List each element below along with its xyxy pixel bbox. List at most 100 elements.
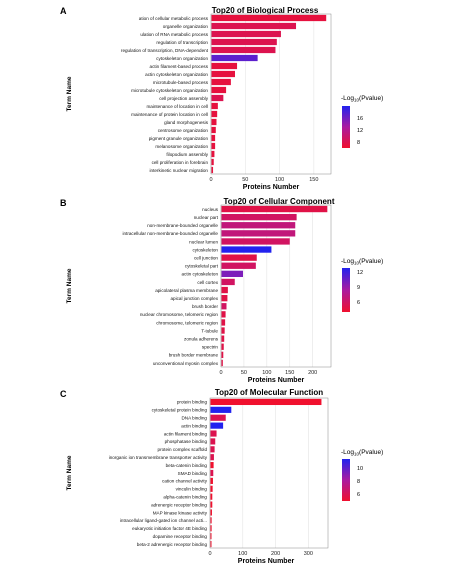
bar [221, 238, 290, 245]
panel-a-bars [211, 14, 327, 174]
panel-b-x-axis-label: Proteins Number [248, 377, 305, 384]
category-label: protein complex scaffold [158, 447, 208, 452]
bar [221, 359, 223, 367]
bar [211, 86, 227, 94]
category-label: actin filament binding [164, 431, 208, 436]
category-label: filopodium assembly [166, 152, 208, 157]
bar [210, 477, 213, 484]
bar [211, 62, 238, 70]
category-label: inorganic ion transmembrane transporter … [109, 455, 208, 460]
bar [211, 118, 217, 126]
category-label: nuclear lumen [189, 239, 218, 244]
panel-c-legend-title: -Log10(Pvalue) [341, 449, 383, 457]
category-label: SMAD binding [178, 471, 208, 476]
panel-b-category-labels: nucleus nuclear part non-membrane-bounded … [122, 207, 218, 366]
panel-a-grid [210, 14, 315, 174]
bar [211, 46, 276, 54]
panel-b-title: Top20 of Cellular Component [224, 197, 335, 206]
category-label: intracellular ligand-gated ion channel a… [120, 518, 207, 523]
bar [210, 533, 212, 540]
category-label: alpha-catenin binding [163, 494, 207, 499]
category-label: adrenergic receptor binding [151, 502, 207, 507]
bar [211, 158, 214, 166]
panel-c-legend-tick: 8 [357, 479, 360, 485]
category-label: microtubule-based process [153, 80, 209, 85]
category-label: nuclear chromosome, telomeric region [140, 312, 219, 317]
panel-a-x-ticks: 0 50 100 150 [209, 177, 318, 183]
bar [221, 286, 228, 294]
bar [210, 485, 213, 492]
category-label: regulation of transcription, DNA-depende… [121, 48, 209, 53]
panel-b-legend: -Log10(Pvalue) 12 9 6 [341, 258, 383, 312]
category-label: non-membrane-bounded organelle [147, 223, 218, 228]
bar [211, 142, 216, 150]
panel-a-legend-tick: 12 [357, 128, 363, 134]
bar [211, 94, 224, 102]
category-label: cytoskeleton [192, 247, 218, 252]
panel-b-grid [220, 205, 313, 367]
bar [210, 430, 217, 437]
bar [210, 446, 215, 453]
category-label: actin filament-based process [150, 64, 209, 69]
category-label: maintenance of location in cell [146, 104, 208, 109]
bar [221, 327, 225, 334]
category-label: cytoskeletal protein binding [152, 408, 208, 413]
category-label: MAP kinase kinase activity [153, 510, 208, 515]
panel-b-legend-tick: 9 [357, 285, 360, 291]
bar [221, 246, 272, 253]
bar [211, 134, 216, 142]
bar [211, 150, 215, 158]
category-label: cell cortex [197, 280, 218, 285]
panel-a-category-labels: ation of cellular metabolic process organ… [121, 16, 209, 173]
x-tick-label: 0 [208, 551, 211, 557]
bar [221, 262, 256, 269]
bar [210, 469, 214, 477]
bar [211, 110, 218, 118]
bar [210, 406, 232, 413]
panel-a-y-axis-label: Term Name [66, 76, 73, 111]
category-label: centrosome organization [158, 128, 209, 133]
category-label: chromosome, telomeric region [156, 320, 218, 325]
category-label: brush border [192, 304, 219, 309]
bar [211, 70, 235, 78]
bar [210, 422, 224, 429]
bar [211, 102, 218, 110]
panel-a-legend-title: -Log10(Pvalue) [341, 95, 383, 103]
bar [211, 54, 258, 62]
bar [221, 278, 235, 286]
category-label: eukaryotic initiation factor 4E binding [132, 526, 207, 531]
category-label: gland morphogenesis [164, 120, 209, 125]
panel-c-bars [210, 398, 322, 548]
category-label: dopamine receptor binding [153, 534, 208, 539]
category-label: brush border membrane [169, 353, 219, 358]
bar [210, 540, 212, 548]
category-label: intracellular non-membrane-bounded organ… [122, 231, 218, 236]
bar [210, 438, 216, 445]
bar [211, 166, 214, 174]
x-tick-label: 50 [241, 370, 247, 376]
x-tick-label: 200 [271, 551, 280, 557]
bar [221, 303, 227, 310]
bar [221, 311, 226, 318]
bar [210, 517, 212, 524]
category-label: cytoskeletal part [185, 264, 219, 269]
panel-b-legend-tick: 6 [357, 300, 360, 306]
panel-a: A Top20 of Biological Process ation of c… [60, 6, 383, 191]
panel-c-x-ticks: 0 100 200 300 [208, 551, 312, 557]
panel-a-legend-tick: 16 [357, 116, 363, 122]
category-label: microtubule cytoskeleton organization [131, 88, 208, 93]
x-tick-label: 100 [275, 177, 284, 183]
category-label: actin cytoskeleton organization [145, 72, 208, 77]
x-tick-label: 150 [285, 370, 294, 376]
category-label: nucleus [202, 207, 219, 212]
panel-c-y-axis-label: Term Name [66, 455, 73, 490]
category-label: actin binding [181, 423, 207, 428]
bar [210, 493, 213, 500]
panel-a-legend-tick: 8 [357, 140, 360, 146]
category-label: beta-catenin binding [166, 463, 208, 468]
panel-a-label: A [60, 6, 67, 16]
category-label: nuclear part [194, 215, 219, 220]
x-tick-label: 100 [238, 551, 247, 557]
category-label: interkinetic nuclear migration [150, 168, 209, 173]
category-label: ation of cellular metabolic process [139, 16, 209, 21]
